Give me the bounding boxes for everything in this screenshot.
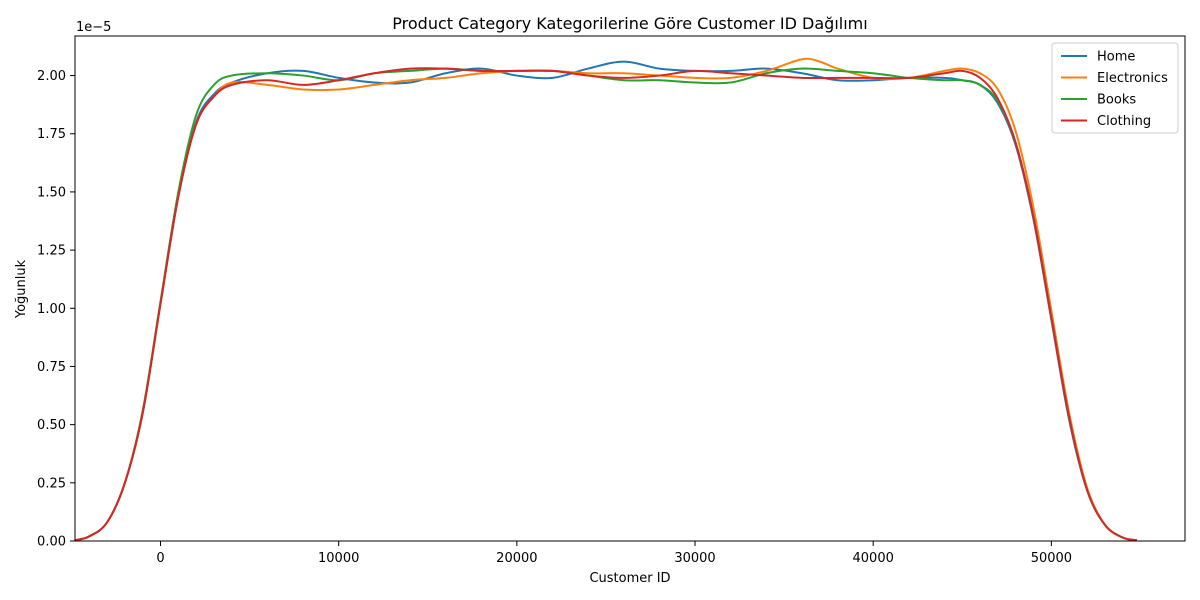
chart-title: Product Category Kategorilerine Göre Cus… (392, 14, 867, 33)
x-tick-label: 10000 (318, 551, 359, 566)
legend: Home Electronics Books Clothing (1051, 42, 1179, 134)
series-line-books (75, 67, 1138, 541)
y-axis: 0.00 0.25 0.50 0.75 1.00 1.25 1.50 1.75 2.00 (37, 69, 75, 550)
y-axis-label: Yoğunluk (14, 259, 29, 319)
series-line-electronics (75, 57, 1138, 541)
series-layer (75, 57, 1138, 541)
y-tick-label: 1.00 (37, 302, 66, 317)
plot-frame (74, 35, 1186, 542)
series-line-home (75, 60, 1138, 541)
legend-frame (1051, 42, 1179, 134)
legend-label: Electronics (1097, 71, 1168, 86)
y-tick-label: 2.00 (37, 69, 66, 84)
legend-label: Home (1097, 50, 1135, 65)
x-axis-label: Customer ID (589, 571, 670, 586)
y-tick-label: 1.25 (37, 244, 66, 259)
x-tick-label: 40000 (853, 551, 894, 566)
x-tick-label: 20000 (496, 551, 537, 566)
y-tick-label: 1.75 (37, 127, 66, 142)
y-tick-label: 0.25 (37, 476, 66, 491)
x-tick-label: 50000 (1031, 551, 1072, 566)
y-tick-label: 0.00 (37, 535, 66, 550)
legend-label: Books (1097, 93, 1136, 108)
y-tick-label: 1.50 (37, 185, 66, 200)
legend-label: Clothing (1097, 114, 1151, 129)
x-axis: 0 10000 20000 30000 40000 50000 (156, 541, 1072, 566)
y-scale-label: 1e−5 (76, 20, 111, 35)
y-tick-label: 0.75 (37, 360, 66, 375)
y-tick-label: 0.50 (37, 418, 66, 433)
series-line-clothing (75, 67, 1138, 541)
x-tick-label: 30000 (674, 551, 715, 566)
x-tick-label: 0 (156, 551, 164, 566)
